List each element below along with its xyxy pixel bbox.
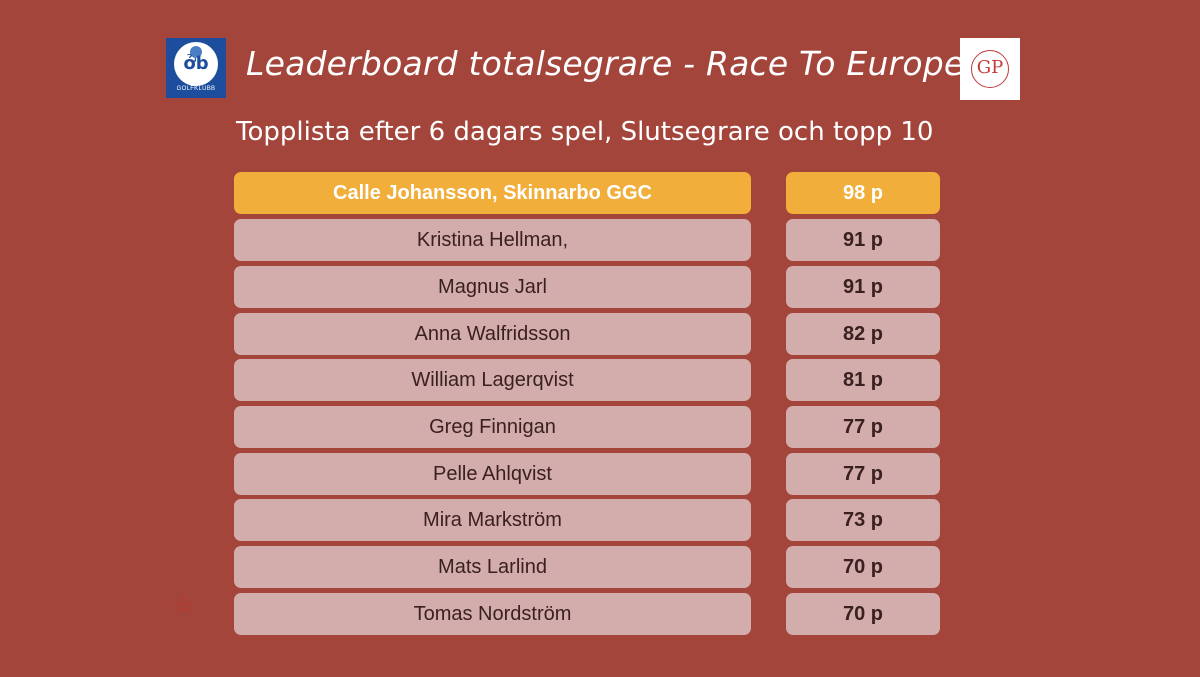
sponsor-logo-text: GP: [976, 57, 1004, 78]
club-logo-left: ởb GOLFKLUBB: [166, 38, 226, 98]
logo-ring-icon: [971, 50, 1009, 88]
sponsor-logo-right: GP: [960, 38, 1020, 100]
page-title: Leaderboard totalsegrare - Race To Europ…: [246, 44, 965, 83]
club-logo-text: GOLFKLUBB: [176, 86, 216, 92]
leaderboard-name: Mira Markström: [234, 499, 751, 541]
leaderboard-score: 70 p: [786, 593, 940, 635]
leaderboard-name: Greg Finnigan: [234, 406, 751, 448]
leaderboard-name: William Lagerqvist: [234, 359, 751, 401]
golf-ball-icon: ởb: [174, 42, 218, 86]
leaderboard-name: Pelle Ahlqvist: [234, 453, 751, 495]
leaderboard-score: 91 p: [786, 219, 940, 261]
leaderboard-score: 70 p: [786, 546, 940, 588]
leaderboard-score: 73 p: [786, 499, 940, 541]
leaderboard-score: 91 p: [786, 266, 940, 308]
leaderboard-score: 81 p: [786, 359, 940, 401]
leaderboard-name: Anna Walfridsson: [234, 313, 751, 355]
leaderboard-name: Kristina Hellman,: [234, 219, 751, 261]
leaderboard-score: 98 p: [786, 172, 940, 214]
leaderboard-score: 82 p: [786, 313, 940, 355]
leaderboard-name: Magnus Jarl: [234, 266, 751, 308]
leaderboard-name: Tomas Nordström: [234, 593, 751, 635]
star-icon: ☆: [173, 593, 193, 618]
leaderboard-name: Calle Johansson, Skinnarbo GGC: [234, 172, 751, 214]
leaderboard-name: Mats Larlind: [234, 546, 751, 588]
leaderboard-score: 77 p: [786, 453, 940, 495]
leaderboard-score: 77 p: [786, 406, 940, 448]
page-subtitle: Topplista efter 6 dagars spel, Slutsegra…: [236, 117, 934, 147]
